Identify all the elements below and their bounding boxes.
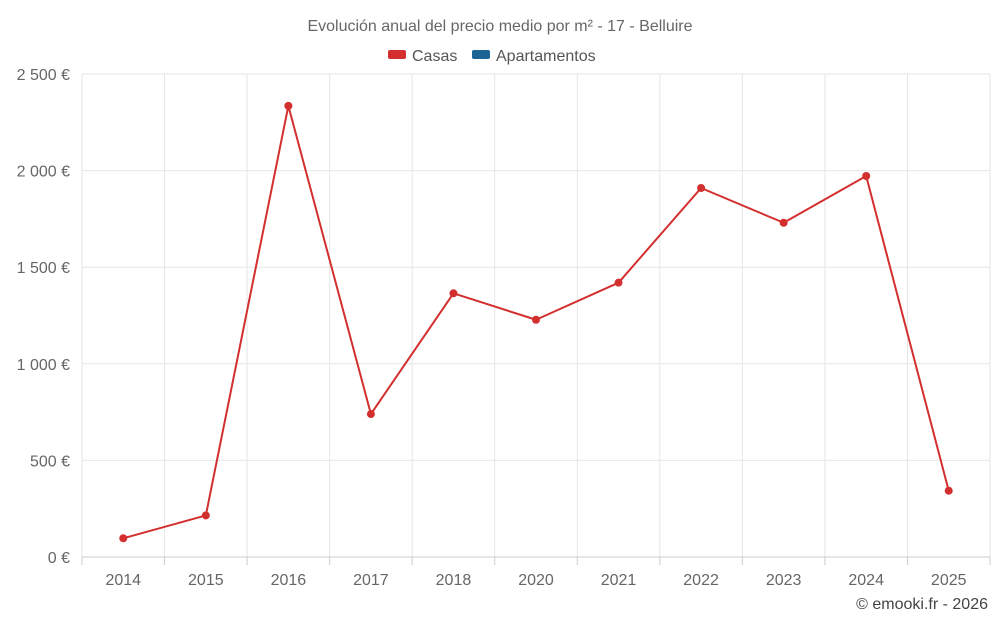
- legend-item-casas[interactable]: Casas: [388, 48, 457, 65]
- x-axis-ticks: 2014 2015 2016 2017 2018 2020 2021 2022 2023 2024…: [81, 557, 991, 589]
- legend-swatch-casas: [388, 50, 406, 59]
- data-point[interactable]: [862, 172, 871, 181]
- y-axis-ticks: 0 € 500 € 1 000 € 1 500 € 2 000 € 2 500 €: [17, 67, 70, 567]
- x-tick-label: 2016: [271, 572, 307, 589]
- x-tick-label: 2023: [766, 572, 802, 589]
- x-tick-label: 2020: [518, 572, 554, 589]
- data-point[interactable]: [614, 278, 623, 287]
- x-tick-label: 2018: [436, 572, 472, 589]
- y-tick-label: 500 €: [30, 453, 70, 470]
- y-tick-label: 1 500 €: [17, 260, 70, 277]
- x-tick-label: 2025: [931, 572, 967, 589]
- y-tick-label: 2 000 €: [17, 164, 70, 181]
- x-tick-label: 2017: [353, 572, 389, 589]
- x-tick-label: 2021: [601, 572, 637, 589]
- y-tick-label: 2 500 €: [17, 67, 70, 84]
- y-tick-label: 0 €: [48, 550, 70, 567]
- data-point[interactable]: [366, 410, 375, 419]
- legend-item-apartamentos[interactable]: Apartamentos: [472, 48, 596, 65]
- legend: Casas Apartamentos: [388, 48, 596, 65]
- grid: [81, 73, 991, 557]
- data-point[interactable]: [944, 486, 953, 495]
- legend-label-apartamentos: Apartamentos: [496, 48, 596, 65]
- data-point[interactable]: [697, 183, 706, 192]
- y-tick-label: 1 000 €: [17, 357, 70, 374]
- x-tick-label: 2015: [188, 572, 224, 589]
- x-tick-label: 2024: [848, 572, 884, 589]
- legend-swatch-apartamentos: [472, 50, 490, 59]
- data-point[interactable]: [201, 511, 210, 520]
- data-point[interactable]: [284, 101, 293, 110]
- data-point[interactable]: [532, 315, 540, 324]
- x-tick-label: 2022: [683, 572, 719, 589]
- credit-text: © emooki.fr - 2026: [856, 596, 988, 613]
- chart-title: Evolución anual del precio medio por m² …: [307, 18, 692, 35]
- series-casas: [119, 101, 953, 543]
- legend-label-casas: Casas: [412, 48, 457, 65]
- data-point[interactable]: [779, 218, 788, 227]
- data-point[interactable]: [449, 289, 458, 298]
- x-tick-label: 2014: [105, 572, 141, 589]
- data-point[interactable]: [119, 534, 128, 543]
